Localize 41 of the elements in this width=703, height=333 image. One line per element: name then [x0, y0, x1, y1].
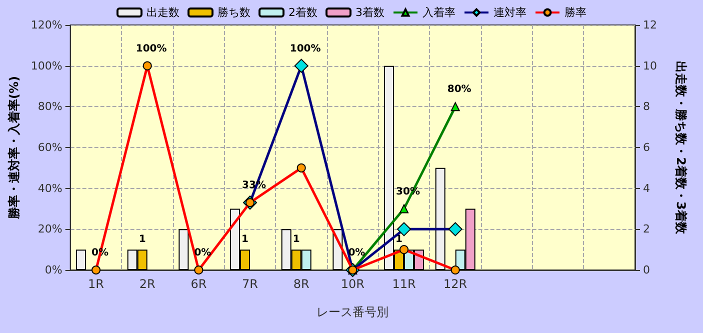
data-label: 1	[138, 234, 146, 246]
annotation: 100%	[290, 43, 321, 54]
y-tick-label: 0%	[44, 264, 62, 276]
y-tick-label: 80%	[38, 100, 62, 114]
y2-tick-label: 12	[643, 18, 657, 32]
legend-label: 出走数	[146, 6, 180, 19]
x-tick-label: 6R	[190, 277, 207, 291]
y-axis-title: 勝率・連対率・入着率(%)	[7, 76, 21, 220]
bar	[435, 168, 446, 270]
x-tick-label: 11R	[392, 277, 416, 291]
bar	[178, 229, 189, 270]
y-tick-label: 60%	[38, 141, 62, 154]
x-tick-label: 8R	[293, 277, 310, 291]
y2-axis-title: 出走数・勝ち数・2着数・3着数	[674, 61, 688, 235]
y2-tick-label: 2	[643, 222, 650, 236]
legend-label: 勝率	[564, 6, 586, 19]
legend-label: 3着数	[356, 6, 384, 19]
y2-tick-label: 10	[643, 59, 657, 72]
x-tick-label: 2R	[139, 277, 156, 291]
data-label: 1	[292, 234, 300, 246]
data-label: 1	[242, 234, 249, 246]
legend-label: 連対率	[494, 6, 526, 19]
annotation: 80%	[447, 84, 472, 96]
x-axis-title: レース番号別	[316, 305, 389, 319]
x-tick-label: 1R	[88, 277, 104, 291]
y2-tick-label: 4	[643, 182, 650, 195]
y-tick-label: 20%	[38, 222, 62, 236]
y2-tick-label: 8	[643, 100, 650, 114]
y-tick-label: 120%	[30, 18, 62, 32]
x-tick-label: 7R	[242, 277, 258, 291]
bar	[76, 250, 86, 270]
y-tick-label: 40%	[38, 182, 62, 195]
legend-label: 2着数	[288, 6, 318, 19]
annotation: 100%	[136, 43, 167, 54]
legend-label: 入着率	[422, 6, 456, 19]
x-tick-label: 12R	[444, 277, 468, 291]
y-tick-label: 100%	[30, 59, 62, 72]
x-tick-label: 10R	[340, 277, 364, 291]
y2-tick-label: 6	[643, 141, 650, 154]
legend-label: 勝ち数	[218, 6, 250, 19]
y2-tick-label: 0	[643, 264, 650, 276]
